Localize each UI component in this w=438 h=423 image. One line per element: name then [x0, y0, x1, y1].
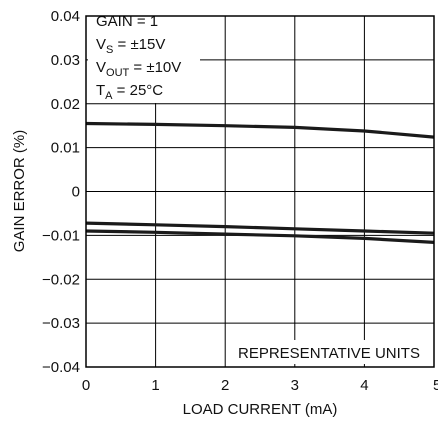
series-line-2 [85, 221, 435, 235]
conditions-box [88, 8, 200, 103]
data-series [85, 121, 435, 244]
condition-gain: GAIN = 1 [96, 13, 158, 30]
y-axis-label: GAIN ERROR (%) [11, 130, 28, 253]
condition-ta: TA = 25°C [96, 82, 163, 102]
x-tick-label: 1 [151, 377, 159, 394]
series-line-1 [85, 121, 435, 139]
y-tick-label: −0.02 [42, 271, 80, 288]
y-tick-label: −0.03 [42, 315, 80, 332]
x-tick-label: 0 [82, 377, 90, 394]
x-tick-labels: 0 1 2 3 4 5 [82, 377, 438, 394]
y-tick-label: 0 [72, 184, 80, 201]
y-tick-label: −0.01 [42, 227, 80, 244]
y-tick-labels: 0.04 0.03 0.02 0.01 0 −0.01 −0.02 −0.03 −0.04 [42, 8, 80, 376]
y-tick-label: 0.03 [51, 52, 80, 69]
condition-vout: VOUT = ±10V [96, 59, 181, 79]
y-tick-label: 0.04 [51, 8, 80, 25]
series-line-3 [85, 229, 435, 244]
x-tick-label: 3 [291, 377, 299, 394]
x-tick-label: 5 [433, 377, 438, 394]
x-tick-label: 2 [221, 377, 229, 394]
x-axis-label: LOAD CURRENT (mA) [183, 401, 338, 418]
y-tick-label: −0.04 [42, 359, 80, 376]
annotation-box [232, 340, 432, 364]
x-tick-label: 4 [360, 377, 368, 394]
plot-frame [85, 15, 435, 368]
condition-vs: VS = ±15V [96, 36, 165, 56]
y-tick-label: 0.01 [51, 140, 80, 157]
y-tick-label: 0.02 [51, 96, 80, 113]
representative-units-label: REPRESENTATIVE UNITS [238, 345, 420, 362]
